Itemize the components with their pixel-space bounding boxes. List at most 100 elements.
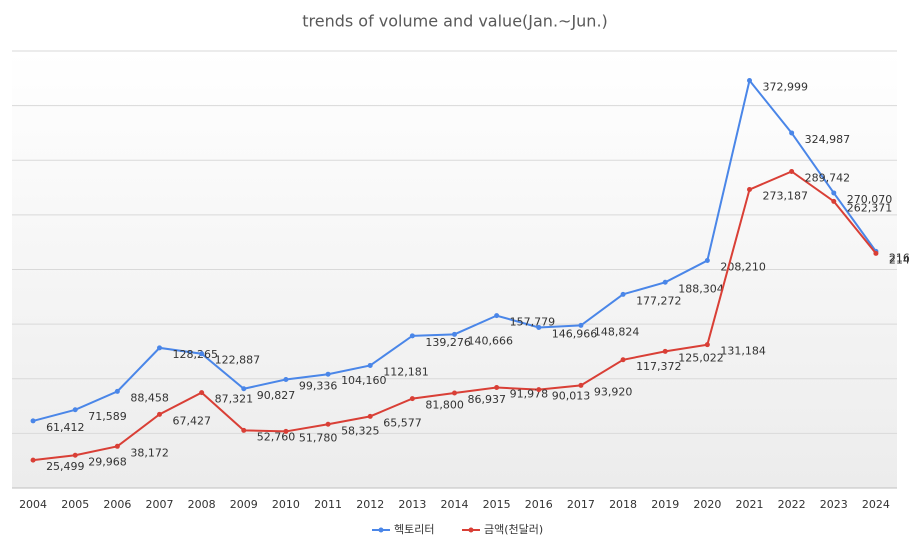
x-tick-label: 2005 [61, 498, 89, 511]
data-point [578, 322, 584, 328]
data-label: 146,966 [552, 327, 598, 340]
x-tick-label: 2011 [314, 498, 342, 511]
data-point [30, 418, 36, 424]
data-point [114, 388, 120, 394]
data-point [325, 371, 331, 377]
data-point [367, 362, 373, 368]
data-point [157, 411, 162, 417]
data-point [114, 443, 120, 449]
data-label: 90,827 [257, 389, 296, 402]
data-label: 273,187 [763, 190, 809, 203]
data-point [747, 187, 752, 193]
data-label: 128,265 [173, 348, 219, 361]
data-label: 90,013 [552, 390, 591, 403]
data-label: 67,427 [173, 414, 212, 427]
data-label: 157,779 [510, 316, 555, 329]
data-label: 99,336 [299, 379, 338, 392]
x-tick-label: 2009 [230, 498, 258, 511]
data-label: 86,937 [468, 393, 507, 406]
x-tick-label: 2008 [188, 498, 216, 511]
data-label: 131,184 [720, 345, 766, 358]
data-label: 125,022 [678, 351, 724, 364]
legend-label: 금액(천달러) [484, 522, 543, 536]
data-label: 140,666 [468, 334, 514, 347]
legend-marker [468, 527, 474, 533]
data-point [494, 385, 500, 391]
data-point [704, 342, 710, 348]
data-point [409, 396, 415, 402]
data-point [831, 198, 837, 204]
data-label: 93,920 [594, 385, 633, 398]
data-point [747, 77, 752, 83]
x-tick-label: 2017 [567, 498, 595, 511]
data-label: 58,325 [341, 424, 380, 437]
data-point [325, 421, 331, 427]
data-point [409, 333, 415, 339]
data-label: 88,458 [130, 391, 169, 404]
data-point [831, 190, 837, 196]
data-point [241, 386, 247, 392]
data-point [578, 382, 584, 388]
x-tick-label: 2021 [736, 498, 764, 511]
data-point [283, 376, 289, 382]
data-label: 112,181 [383, 365, 429, 378]
data-label: 51,780 [299, 431, 338, 444]
data-point [662, 348, 668, 354]
x-tick-label: 2014 [441, 498, 469, 511]
x-tick-label: 2010 [272, 498, 300, 511]
legend-marker [378, 527, 384, 533]
data-point [72, 452, 78, 458]
data-label: 65,577 [383, 416, 422, 429]
chart-title: trends of volume and value(Jan.~Jun.) [302, 12, 608, 31]
x-tick-label: 2004 [19, 498, 47, 511]
data-point [452, 331, 457, 337]
data-point [30, 457, 36, 463]
data-point [789, 168, 795, 174]
x-tick-label: 2020 [693, 498, 721, 511]
data-label: 262,371 [847, 201, 893, 214]
data-point [873, 250, 879, 256]
data-label: 104,160 [341, 374, 387, 387]
x-tick-label: 2013 [398, 498, 426, 511]
data-point [72, 407, 78, 413]
data-label: 208,210 [720, 261, 766, 274]
data-label: 61,412 [46, 421, 84, 434]
x-tick-label: 2022 [778, 498, 806, 511]
data-label: 91,978 [510, 388, 548, 401]
x-tick-label: 2016 [525, 498, 553, 511]
data-label: 148,824 [594, 325, 640, 338]
x-tick-label: 2006 [103, 498, 131, 511]
x-tick-label: 2015 [483, 498, 511, 511]
data-point [241, 427, 247, 433]
data-point [199, 390, 205, 396]
data-label: 122,887 [215, 354, 261, 367]
data-label: 139,276 [425, 336, 471, 349]
data-point [536, 324, 542, 330]
data-label: 87,321 [215, 393, 254, 406]
data-point [283, 428, 289, 434]
data-label: 324,987 [805, 133, 851, 146]
data-point [620, 291, 626, 297]
data-label: 270,070 [847, 193, 893, 206]
x-tick-label: 2023 [820, 498, 848, 511]
data-label: 38,172 [130, 446, 169, 459]
data-point [662, 279, 668, 285]
legend-label: 헥토리터 [394, 523, 434, 536]
data-point [494, 313, 500, 319]
x-tick-label: 2019 [651, 498, 679, 511]
x-tick-label: 2007 [146, 498, 174, 511]
data-label: 177,272 [636, 294, 682, 307]
data-label: 214,738 [889, 253, 909, 266]
data-label: 216,581 [889, 251, 909, 264]
x-tick-label: 2012 [356, 498, 384, 511]
data-point [157, 345, 162, 351]
data-label: 289,742 [805, 171, 851, 184]
data-point [367, 413, 373, 419]
data-point [789, 130, 795, 136]
data-label: 372,999 [763, 80, 809, 93]
data-label: 71,589 [88, 410, 127, 423]
data-label: 29,968 [88, 455, 127, 468]
data-label: 188,304 [678, 282, 724, 295]
x-tick-label: 2018 [609, 498, 637, 511]
